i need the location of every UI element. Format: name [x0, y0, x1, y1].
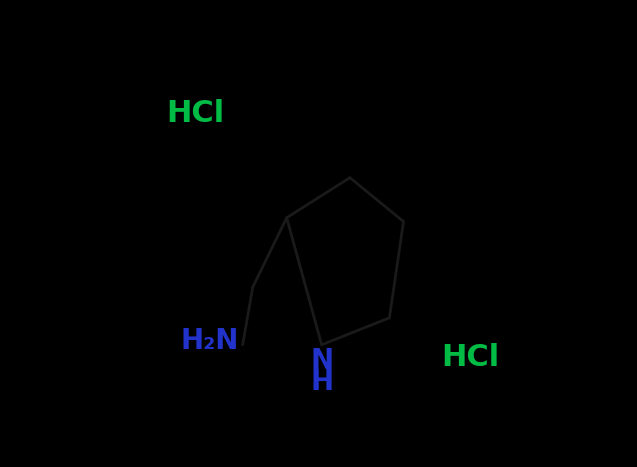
Text: HCl: HCl: [166, 99, 225, 128]
Text: N: N: [310, 347, 333, 375]
Text: H₂N: H₂N: [181, 327, 239, 355]
Text: H: H: [310, 368, 333, 396]
Text: HCl: HCl: [441, 344, 500, 373]
